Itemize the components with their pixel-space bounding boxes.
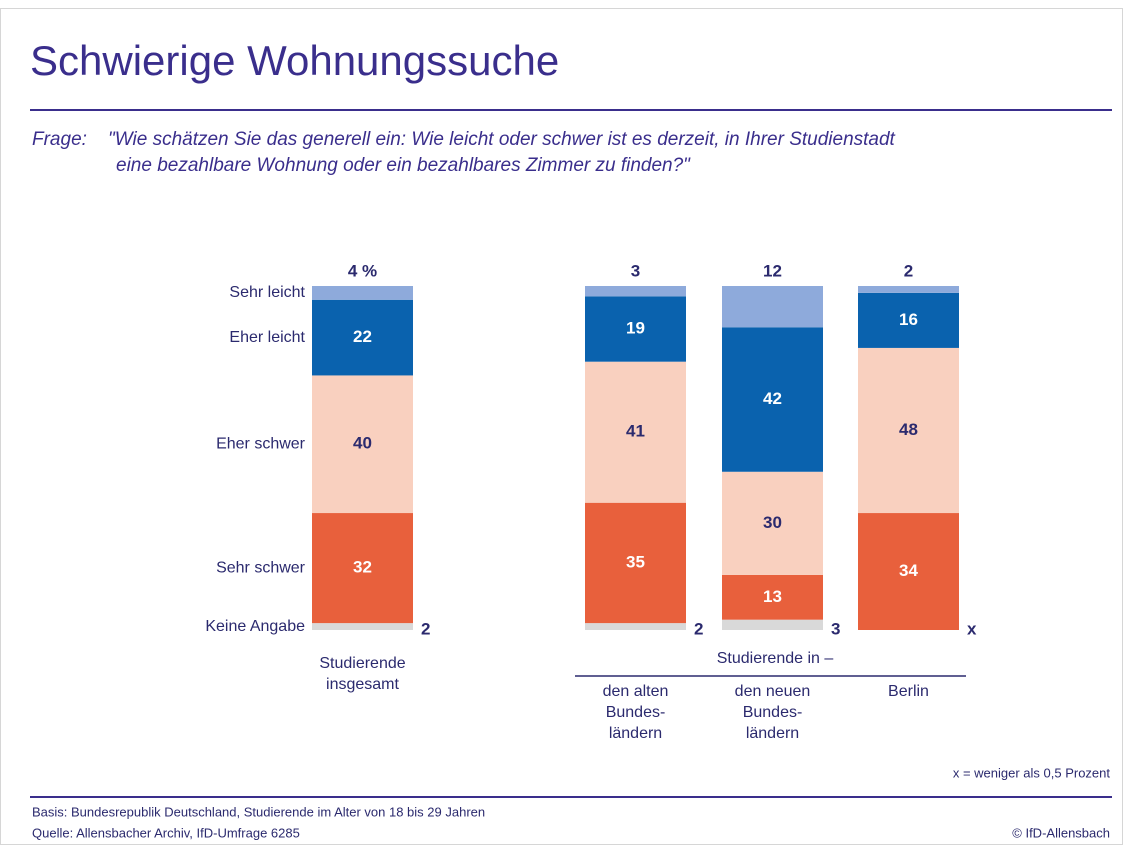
series-label: Sehr schwer <box>216 559 306 576</box>
bar-segment <box>585 296 686 362</box>
value-label: 2 <box>904 261 913 280</box>
bar-segment <box>722 574 823 620</box>
bar-segment <box>585 361 686 503</box>
series-label: Keine Angabe <box>205 618 305 635</box>
bar-segment <box>312 299 413 376</box>
bar-segment <box>312 623 413 630</box>
value-label: 35 <box>626 552 645 571</box>
category-line: Studierende <box>319 655 405 672</box>
category-line: insgesamt <box>326 676 399 693</box>
bar-segment <box>722 471 823 575</box>
bar-segment <box>722 286 823 328</box>
value-label: 48 <box>899 420 918 439</box>
value-label: 34 <box>899 561 918 580</box>
value-label: 2 <box>694 619 703 638</box>
bar-segment <box>585 286 686 297</box>
series-label: Sehr leicht <box>229 284 305 301</box>
value-label: 2 <box>421 619 430 638</box>
series-label: Eher schwer <box>216 435 306 452</box>
value-label: 12 <box>763 261 782 280</box>
chart-title: Schwierige Wohnungssuche <box>30 37 559 84</box>
category-line: Bundes- <box>743 704 803 721</box>
copyright: © IfD-Allensbach <box>1012 825 1110 840</box>
category-line: ländern <box>609 725 662 742</box>
bar-segment <box>585 502 686 624</box>
bar-segment <box>858 513 959 630</box>
value-label: 40 <box>353 434 372 453</box>
category-line: Bundes- <box>606 704 666 721</box>
value-label: 32 <box>353 558 372 577</box>
value-label: 13 <box>763 587 782 606</box>
bar-segment <box>858 286 959 293</box>
category-label: Berlin <box>888 683 929 700</box>
value-label: 16 <box>899 310 918 329</box>
question-line: eine bezahlbare Wohnung oder ein bezahlb… <box>116 155 691 176</box>
category-label: Studierende insgesamt <box>319 655 405 693</box>
note: x = weniger als 0,5 Prozent <box>953 765 1111 780</box>
value-label: 41 <box>626 422 645 441</box>
category-line: den alten <box>603 683 669 700</box>
question-label: Frage: <box>32 129 87 150</box>
value-label: x <box>967 619 977 638</box>
source: Quelle: Allensbacher Archiv, IfD-Umfrage… <box>32 825 300 840</box>
category-line: Berlin <box>888 683 929 700</box>
category-label: den neuen Bundes-ländern <box>735 683 811 742</box>
value-label: 22 <box>353 327 372 346</box>
value-label: 30 <box>763 513 782 532</box>
basis: Basis: Bundesrepublik Deutschland, Studi… <box>32 804 485 819</box>
bar-segment <box>858 292 959 348</box>
bar-segment <box>312 286 413 300</box>
value-label: 19 <box>626 318 645 337</box>
series-label: Eher leicht <box>229 329 305 346</box>
category-line: ländern <box>746 725 799 742</box>
value-label: 4 % <box>348 261 377 280</box>
group-label: Studierende in – <box>717 650 834 667</box>
bar-segment <box>858 347 959 514</box>
bar-segment <box>722 619 823 630</box>
bar-segment <box>312 513 413 624</box>
bar-segment <box>312 375 413 514</box>
bar-segment <box>585 623 686 630</box>
bar-segment <box>722 327 823 472</box>
category-label: den alten Bundes-ländern <box>603 683 669 742</box>
category-line: den neuen <box>735 683 811 700</box>
question-line: "Wie schätzen Sie das generell ein: Wie … <box>108 129 896 150</box>
value-label: 3 <box>631 261 640 280</box>
value-label: 42 <box>763 389 782 408</box>
value-label: 3 <box>831 619 840 638</box>
